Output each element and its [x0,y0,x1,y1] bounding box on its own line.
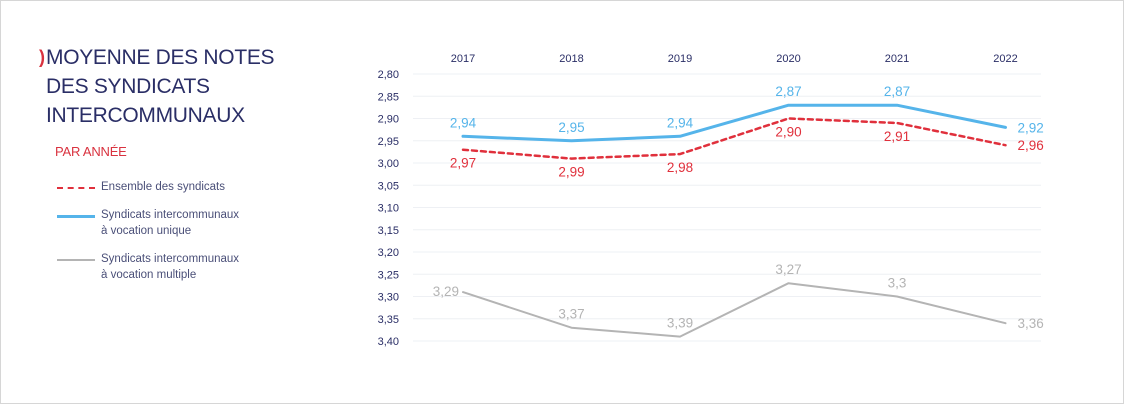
data-label: 2,90 [775,125,801,140]
legend-label: Ensemble des syndicats [101,181,226,193]
chart-legend: Ensemble des syndicats Syndicats interco… [57,179,307,295]
data-label: 2,96 [1018,138,1044,153]
y-tick-label: 3,30 [378,292,399,304]
y-tick-label: 2,85 [378,91,399,103]
y-tick-label: 3,00 [378,158,399,170]
legend-item-ensemble: Ensemble des syndicats [57,179,307,195]
y-tick-label: 3,10 [378,203,399,215]
series-line-3 [462,282,1007,338]
data-label: 2,95 [558,120,584,135]
data-label: 2,94 [667,115,694,130]
y-tick-label: 3,15 [378,225,399,237]
data-label: 2,92 [1018,120,1044,135]
y-tick-label: 2,90 [378,114,399,126]
y-tick-label: 3,20 [378,247,399,259]
legend-label: Syndicats intercommunaux à vocation uniq… [101,209,240,237]
chart-title-line: DES SYNDICATS [46,75,210,98]
data-label: 2,97 [450,156,476,171]
data-label: 2,91 [884,129,910,144]
legend-swatch-ensemble [57,187,95,189]
series-line-2 [461,103,1007,143]
x-tick-label: 2018 [559,53,583,65]
legend-item-vocation-unique: Syndicats intercommunaux à vocation uniq… [57,207,307,239]
legend-swatch-vocation-unique [57,215,95,218]
data-label: 2,87 [884,84,910,99]
series-line-1 [461,117,1007,160]
data-label: 3,29 [433,284,459,299]
y-tick-label: 3,25 [378,269,399,281]
y-tick-label: 3,05 [378,180,399,192]
data-label: 3,3 [888,276,907,291]
chart-title-line: MOYENNE DES NOTES [46,46,275,69]
x-tick-label: 2017 [451,53,475,65]
x-tick-label: 2020 [776,53,800,65]
y-tick-label: 3,40 [378,336,399,348]
data-label: 3,39 [667,316,693,331]
x-tick-label: 2022 [993,53,1017,65]
legend-swatch-vocation-multiple [57,259,95,261]
data-label: 2,94 [450,115,477,130]
data-label: 3,36 [1018,316,1044,331]
legend-item-vocation-multiple: Syndicats intercommunaux à vocation mult… [57,251,307,283]
x-tick-label: 2021 [885,53,909,65]
data-label: 3,37 [558,307,584,322]
chart-subtitle: PAR ANNÉE [55,144,127,159]
data-label: 3,27 [775,262,801,277]
data-label: 2,98 [667,160,693,175]
x-tick-label: 2019 [668,53,692,65]
title-bullet-icon: ) [39,47,45,67]
y-tick-label: 2,80 [378,69,399,81]
data-label: 2,99 [558,165,584,180]
chart-title: MOYENNE DES NOTES DES SYNDICATS INTERCOM… [46,43,275,130]
chart-title-line: INTERCOMMUNAUX [46,104,245,127]
y-tick-label: 3,35 [378,314,399,326]
legend-label: Syndicats intercommunaux à vocation mult… [101,253,240,281]
y-tick-label: 2,95 [378,136,399,148]
data-label: 2,87 [775,84,801,99]
